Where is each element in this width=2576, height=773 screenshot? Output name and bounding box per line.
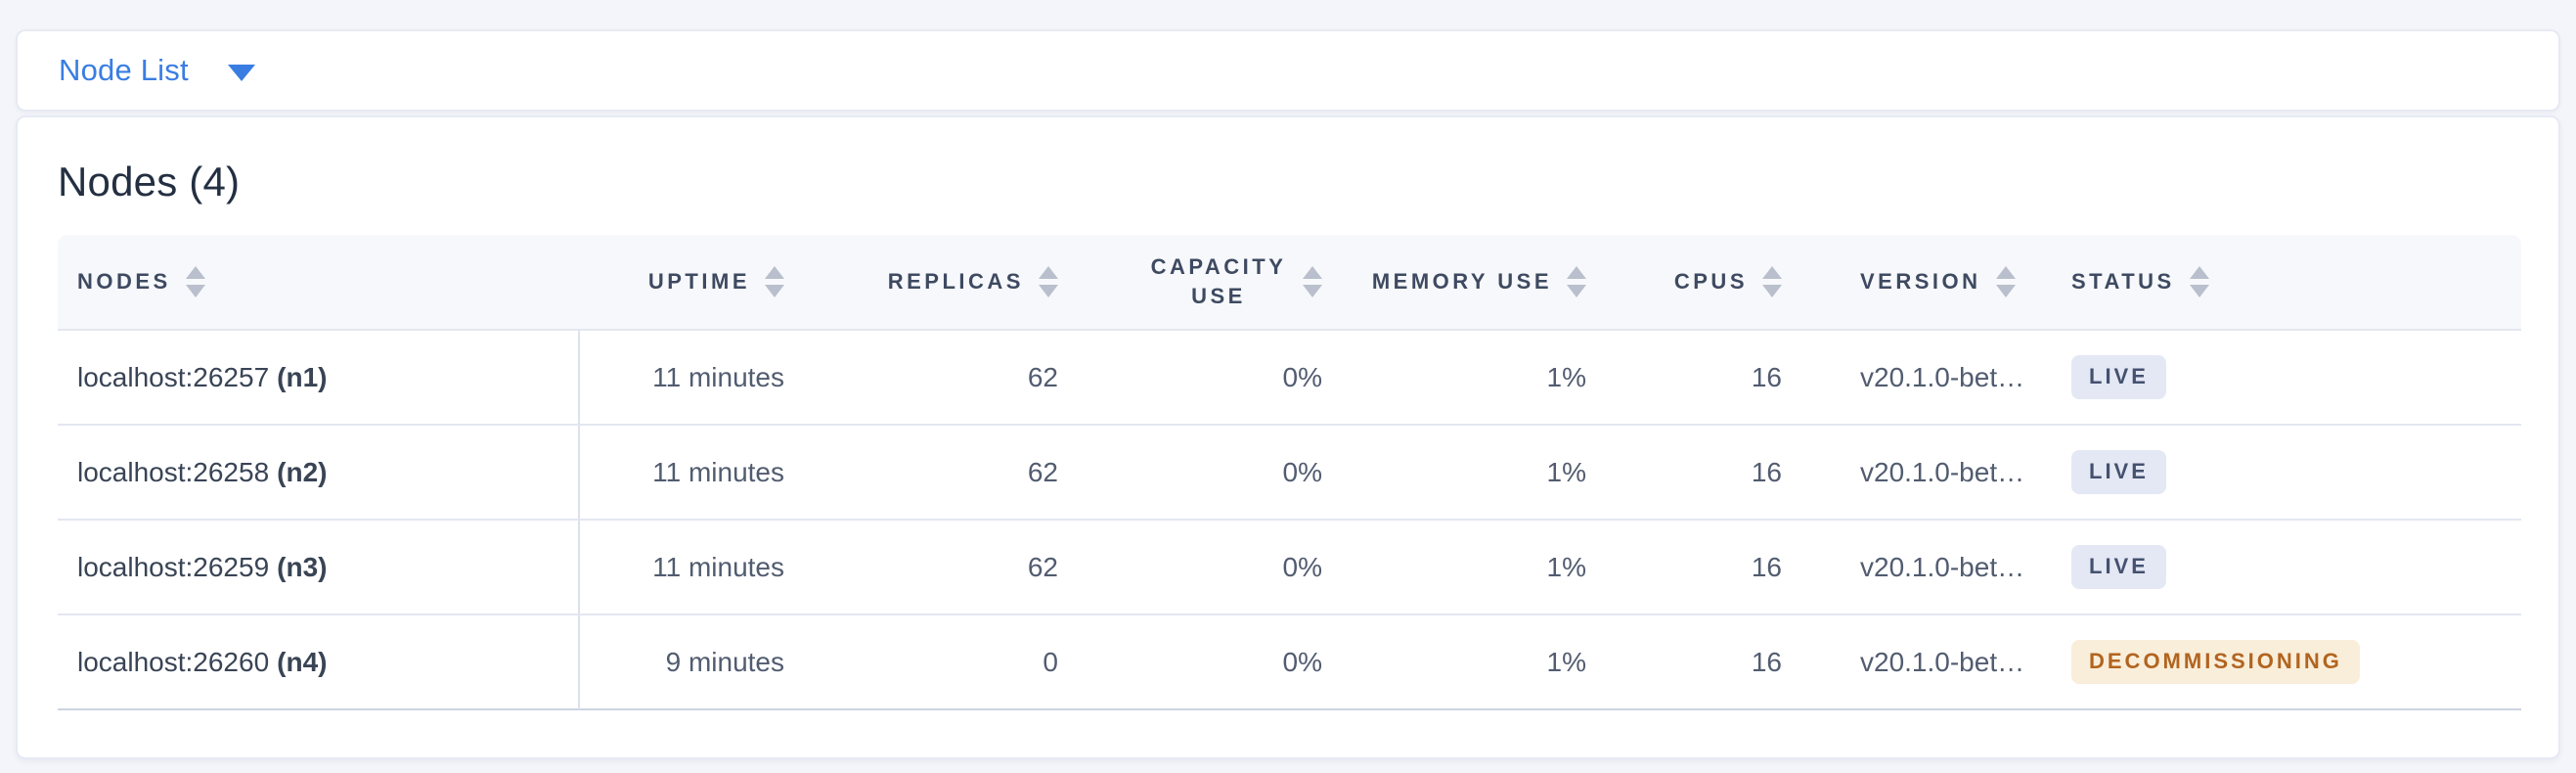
- cell-uptime: 9 minutes: [580, 615, 823, 710]
- cell-memory-use: 1%: [1361, 426, 1625, 521]
- cell-version: v20.1.0-bet…: [1821, 426, 2056, 521]
- cell-capacity-use: 0%: [1097, 615, 1361, 710]
- column-label: STATUS: [2071, 269, 2175, 294]
- cell-node-address: localhost:26257 (n1): [58, 331, 580, 426]
- column-header-capacity-use[interactable]: CAPACITY USE: [1097, 235, 1361, 331]
- status-badge: LIVE: [2071, 545, 2166, 589]
- cell-replicas: 62: [823, 426, 1097, 521]
- cell-uptime: 11 minutes: [580, 331, 823, 426]
- column-header-status[interactable]: STATUS: [2056, 235, 2521, 331]
- sort-icon: [2189, 266, 2209, 297]
- caret-down-icon: [227, 64, 255, 81]
- cell-node-address: localhost:26258 (n2): [58, 426, 580, 521]
- column-header-replicas[interactable]: REPLICAS: [823, 235, 1097, 331]
- cell-cpus: 16: [1625, 615, 1821, 710]
- cell-status: LIVE: [2056, 426, 2521, 521]
- cell-replicas: 62: [823, 331, 1097, 426]
- column-label: CAPACITY USE: [1150, 254, 1287, 308]
- column-label: NODES: [77, 269, 171, 294]
- cell-status: LIVE: [2056, 521, 2521, 615]
- cell-uptime: 11 minutes: [580, 426, 823, 521]
- status-badge: LIVE: [2071, 450, 2166, 494]
- nodes-card: Nodes (4) NODES UPTIME: [16, 115, 2560, 759]
- node-id: (n4): [277, 646, 328, 677]
- cell-node-address: localhost:26259 (n3): [58, 521, 580, 615]
- sort-icon: [1567, 266, 1586, 297]
- column-label: CPUS: [1673, 269, 1748, 294]
- cell-replicas: 0: [823, 615, 1097, 710]
- cell-version: v20.1.0-bet…: [1821, 521, 2056, 615]
- cell-capacity-use: 0%: [1097, 426, 1361, 521]
- table-row-n1: localhost:26257 (n1) 11 minutes 62 0% 1% …: [58, 331, 2521, 426]
- status-badge: LIVE: [2071, 355, 2166, 399]
- column-header-nodes[interactable]: NODES: [58, 235, 580, 331]
- column-header-cpus[interactable]: CPUS: [1625, 235, 1821, 331]
- cell-node-address: localhost:26260 (n4): [58, 615, 580, 710]
- column-header-uptime[interactable]: UPTIME: [580, 235, 823, 331]
- cell-memory-use: 1%: [1361, 331, 1625, 426]
- cell-cpus: 16: [1625, 521, 1821, 615]
- status-badge: DECOMMISSIONING: [2071, 640, 2360, 684]
- table-row-n3: localhost:26259 (n3) 11 minutes 62 0% 1% …: [58, 521, 2521, 615]
- column-label: UPTIME: [647, 269, 750, 294]
- sort-icon: [1995, 266, 2016, 297]
- cell-version: v20.1.0-bet…: [1821, 615, 2056, 710]
- cell-capacity-use: 0%: [1097, 331, 1361, 426]
- table-header: NODES UPTIME REPLICAS: [58, 235, 2521, 331]
- cell-uptime: 11 minutes: [580, 521, 823, 615]
- view-selector-label: Node List: [59, 53, 189, 87]
- cell-status: DECOMMISSIONING: [2056, 615, 2521, 710]
- column-header-memory-use[interactable]: MEMORY USE: [1361, 235, 1625, 331]
- cell-version: v20.1.0-bet…: [1821, 331, 2056, 426]
- cell-status: LIVE: [2056, 331, 2521, 426]
- view-selector-bar: Node List: [16, 29, 2560, 112]
- table-row-n2: localhost:26258 (n2) 11 minutes 62 0% 1% …: [58, 426, 2521, 521]
- cell-cpus: 16: [1625, 426, 1821, 521]
- cell-capacity-use: 0%: [1097, 521, 1361, 615]
- cell-memory-use: 1%: [1361, 615, 1625, 710]
- table-row-n4: localhost:26260 (n4) 9 minutes 0 0% 1% 16…: [58, 615, 2521, 710]
- node-id: (n1): [277, 361, 328, 392]
- sort-icon: [185, 266, 205, 297]
- page-title: Nodes (4): [58, 159, 241, 205]
- cell-cpus: 16: [1625, 331, 1821, 426]
- sort-icon: [1303, 266, 1322, 297]
- node-list-table: NODES UPTIME REPLICAS: [58, 235, 2521, 710]
- cell-memory-use: 1%: [1361, 521, 1625, 615]
- column-label: VERSION: [1860, 269, 1981, 294]
- sort-icon: [1762, 266, 1782, 297]
- sort-icon: [1039, 266, 1058, 297]
- node-id: (n3): [277, 551, 328, 582]
- column-header-version[interactable]: VERSION: [1821, 235, 2056, 331]
- sort-icon: [765, 266, 784, 297]
- column-label: REPLICAS: [887, 269, 1024, 294]
- view-selector-dropdown[interactable]: Node List: [59, 53, 255, 88]
- column-label: MEMORY USE: [1371, 269, 1552, 294]
- cell-replicas: 62: [823, 521, 1097, 615]
- node-id: (n2): [277, 456, 328, 487]
